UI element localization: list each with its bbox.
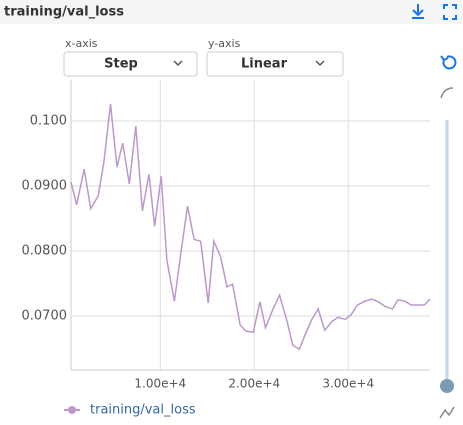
y-tick-label: 0.0800 — [22, 244, 68, 259]
y-tick-label: 0.100 — [30, 113, 67, 128]
chart-type-icon[interactable] — [439, 406, 455, 419]
slider-handle[interactable] — [440, 379, 454, 393]
y-tick-label: 0.0700 — [22, 309, 68, 324]
x-tick-label: 2.00e+4 — [228, 377, 280, 391]
download-icon[interactable] — [412, 4, 424, 19]
series-line — [70, 104, 431, 351]
legend-marker — [68, 406, 76, 414]
legend-label: training/val_loss — [90, 403, 196, 418]
reset-icon[interactable] — [440, 55, 457, 70]
header-bar — [0, 0, 463, 24]
x-axis-label: x-axis — [65, 37, 98, 50]
y-axis-label: y-axis — [208, 37, 241, 50]
plot: 0.0700 0.0800 0.0900 0.100 1.00e+4 2.00e+4 3.0… — [22, 80, 431, 391]
smoothing-icon[interactable] — [440, 87, 454, 99]
y-tick-label: 0.0900 — [22, 178, 68, 193]
y-axis-dropdown[interactable] — [206, 51, 344, 77]
x-tick-label: 1.00e+4 — [134, 377, 186, 391]
x-axis-value: Step — [104, 57, 138, 72]
dropdown-arrow — [173, 60, 183, 67]
fullscreen-icon[interactable] — [443, 4, 457, 20]
dropdown-arrow — [315, 60, 325, 67]
x-tick-label: 3.00e+4 — [322, 377, 374, 391]
x-axis-dropdown[interactable] — [63, 51, 198, 77]
card-title: training/val_loss — [4, 5, 124, 20]
y-axis-value: Linear — [241, 57, 288, 72]
